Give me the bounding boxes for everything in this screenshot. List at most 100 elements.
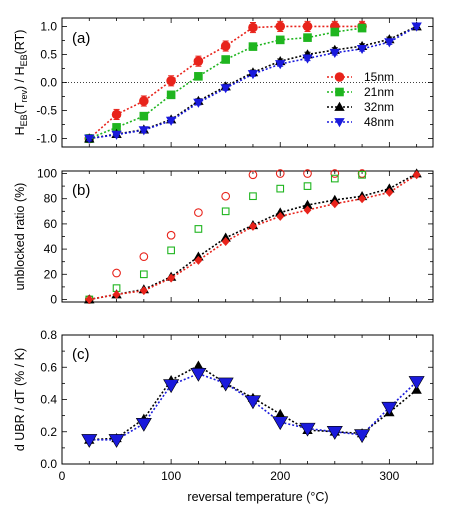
data-point (275, 21, 286, 32)
series-line (89, 174, 418, 301)
data-point (249, 192, 257, 201)
plot-frame (61, 170, 434, 303)
data-point (354, 429, 371, 444)
data-point (139, 96, 149, 106)
data-point (303, 205, 312, 215)
data-point (276, 184, 285, 193)
data-point (244, 395, 261, 410)
legend-marker (334, 101, 345, 111)
y-axis-label-part: EB (19, 54, 29, 66)
y-tick-label: 0.2 (40, 425, 57, 439)
data-point (112, 268, 121, 278)
legend-marker (334, 118, 345, 128)
x-axis-label: reversal temperature (°C) (187, 490, 328, 504)
data-point (194, 72, 203, 81)
data-point (163, 379, 180, 394)
y-axis-label-part: H (13, 126, 27, 135)
series-line (88, 27, 363, 140)
y-tick-label: 1.0 (40, 19, 57, 33)
y-axis-label: d UBR / dT (% / K) (13, 348, 27, 451)
y-tick-label: 0.5 (40, 47, 57, 61)
series-15nm (84, 20, 367, 144)
panel-c: 0.0 0.2 0.4 0.6 0.8 0 100 200 300 (c) d UBR / dT (… (13, 328, 434, 483)
data-point (275, 60, 286, 70)
data-point (329, 48, 340, 58)
data-point (330, 169, 340, 178)
y-tick-label: 0.8 (40, 328, 57, 342)
data-point (248, 22, 258, 33)
data-point (248, 170, 258, 180)
y-axis-label-part: EB (19, 114, 29, 126)
data-point (358, 170, 366, 179)
y-tick-label: 0.0 (40, 457, 57, 471)
data-point (303, 33, 312, 42)
data-point (221, 55, 230, 64)
data-point (135, 417, 152, 432)
legend-label: 32nm (364, 100, 394, 114)
series-32nm (84, 168, 422, 304)
panel-b: 0 20 40 60 80 100 (b) unblocked ratio (%) (13, 167, 434, 306)
series-21nm (84, 23, 367, 144)
data-point (111, 130, 122, 140)
data-point (84, 134, 95, 144)
data-point (247, 70, 259, 80)
data-point (221, 191, 231, 201)
data-point (139, 111, 149, 121)
data-point (275, 408, 286, 418)
y-axis-label: HEB(Trev) / HEB(RT) (13, 30, 29, 136)
data-point (326, 426, 343, 440)
data-point (112, 289, 121, 299)
data-point (166, 76, 176, 86)
data-point (384, 38, 395, 48)
x-tick-label: 300 (379, 469, 399, 483)
data-point (167, 273, 176, 283)
y-axis-label-part: (RT) (13, 30, 27, 55)
data-point (356, 44, 368, 55)
data-point (220, 84, 231, 94)
data-point (217, 377, 234, 392)
panel-a: -1.0-0.50.00.51.0(a)HEB(Trev) / HEB(RT)1… (13, 17, 434, 148)
panel-label: (b) (72, 182, 90, 199)
panel-label: (c) (72, 346, 90, 363)
data-point (330, 27, 340, 37)
data-point (139, 286, 148, 296)
data-point (220, 41, 231, 51)
data-point (165, 116, 177, 126)
data-point (194, 255, 203, 265)
y-tick-label: 0.6 (40, 360, 57, 374)
legend-label: 48nm (364, 115, 394, 129)
data-point (139, 252, 149, 262)
data-point (221, 207, 230, 216)
data-point (190, 367, 207, 382)
x-tick-label: 0 (59, 469, 66, 483)
y-tick-label: 40 (44, 242, 58, 256)
x-tick-label: 100 (161, 469, 181, 483)
y-tick-label: 0 (50, 292, 57, 306)
data-point (166, 90, 176, 100)
y-tick-label: -1.0 (36, 132, 57, 146)
legend-marker (335, 87, 344, 97)
data-point (303, 182, 312, 190)
y-axis-label: unblocked ratio (%) (13, 183, 27, 291)
data-point (299, 422, 316, 437)
y-tick-label: 100 (37, 167, 57, 181)
data-point (193, 56, 204, 66)
panel-label: (a) (72, 30, 90, 47)
y-tick-label: 60 (44, 217, 58, 231)
data-point (330, 174, 339, 183)
x-tick-label: 200 (270, 469, 290, 483)
data-point (139, 270, 148, 279)
data-point (138, 126, 150, 136)
data-point (408, 376, 425, 390)
data-point (275, 169, 285, 178)
data-point (85, 294, 94, 304)
data-point (112, 123, 121, 132)
data-point (330, 199, 339, 209)
y-axis-label-part: ) / H (13, 66, 27, 90)
y-axis-label-part: (T (13, 102, 27, 114)
data-point (248, 42, 258, 51)
y-tick-label: 80 (44, 192, 58, 206)
y-tick-label: 0.4 (40, 393, 57, 407)
